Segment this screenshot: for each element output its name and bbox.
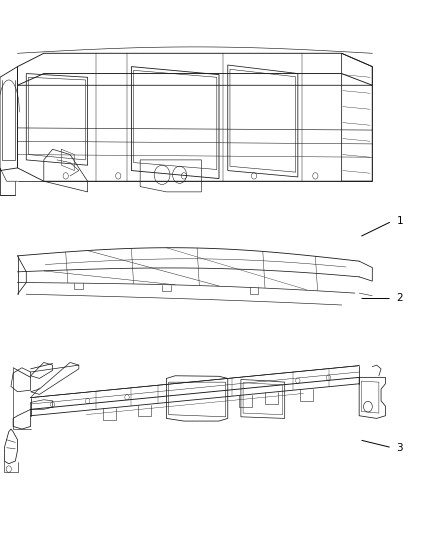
Text: 1: 1 bbox=[396, 216, 403, 226]
Text: 2: 2 bbox=[396, 294, 403, 303]
Text: 3: 3 bbox=[396, 443, 403, 453]
